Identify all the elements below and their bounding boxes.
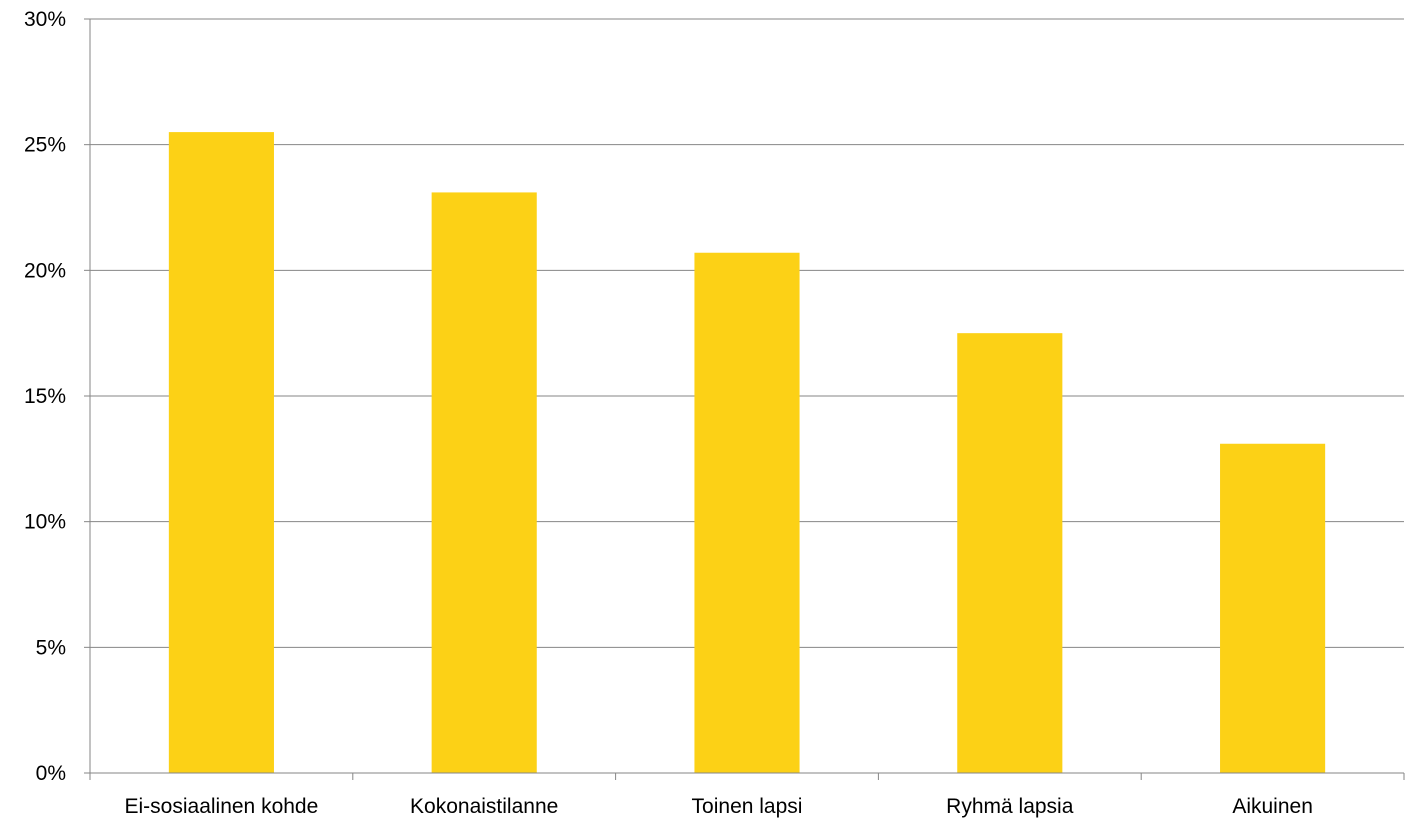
bar-4 <box>957 333 1063 773</box>
y-tick-label: 15% <box>24 385 66 408</box>
bar-5 <box>1220 443 1326 773</box>
x-tick-label: Toinen lapsi <box>692 795 803 818</box>
x-tick-label: Ei-sosiaalinen kohde <box>125 795 319 818</box>
y-tick-label: 20% <box>24 259 66 282</box>
axes <box>84 18 1405 780</box>
x-tick-label: Ryhmä lapsia <box>946 795 1074 818</box>
bars <box>168 132 1326 774</box>
y-tick-label: 0% <box>36 762 66 785</box>
y-tick-label: 5% <box>36 636 66 659</box>
labels: 0% 5% 10% 15% 20% 25% 30% Ei-sosiaalinen kohde K… <box>24 8 1313 818</box>
y-tick-label: 10% <box>24 511 66 534</box>
y-tick-label: 25% <box>24 134 66 157</box>
y-tick-label: 30% <box>24 8 66 31</box>
bar-2 <box>431 192 537 774</box>
x-tick-label: Kokonaistilanne <box>410 795 558 818</box>
x-tick-label: Aikuinen <box>1232 795 1313 818</box>
bar-3 <box>694 252 800 774</box>
bar-1 <box>168 132 274 774</box>
